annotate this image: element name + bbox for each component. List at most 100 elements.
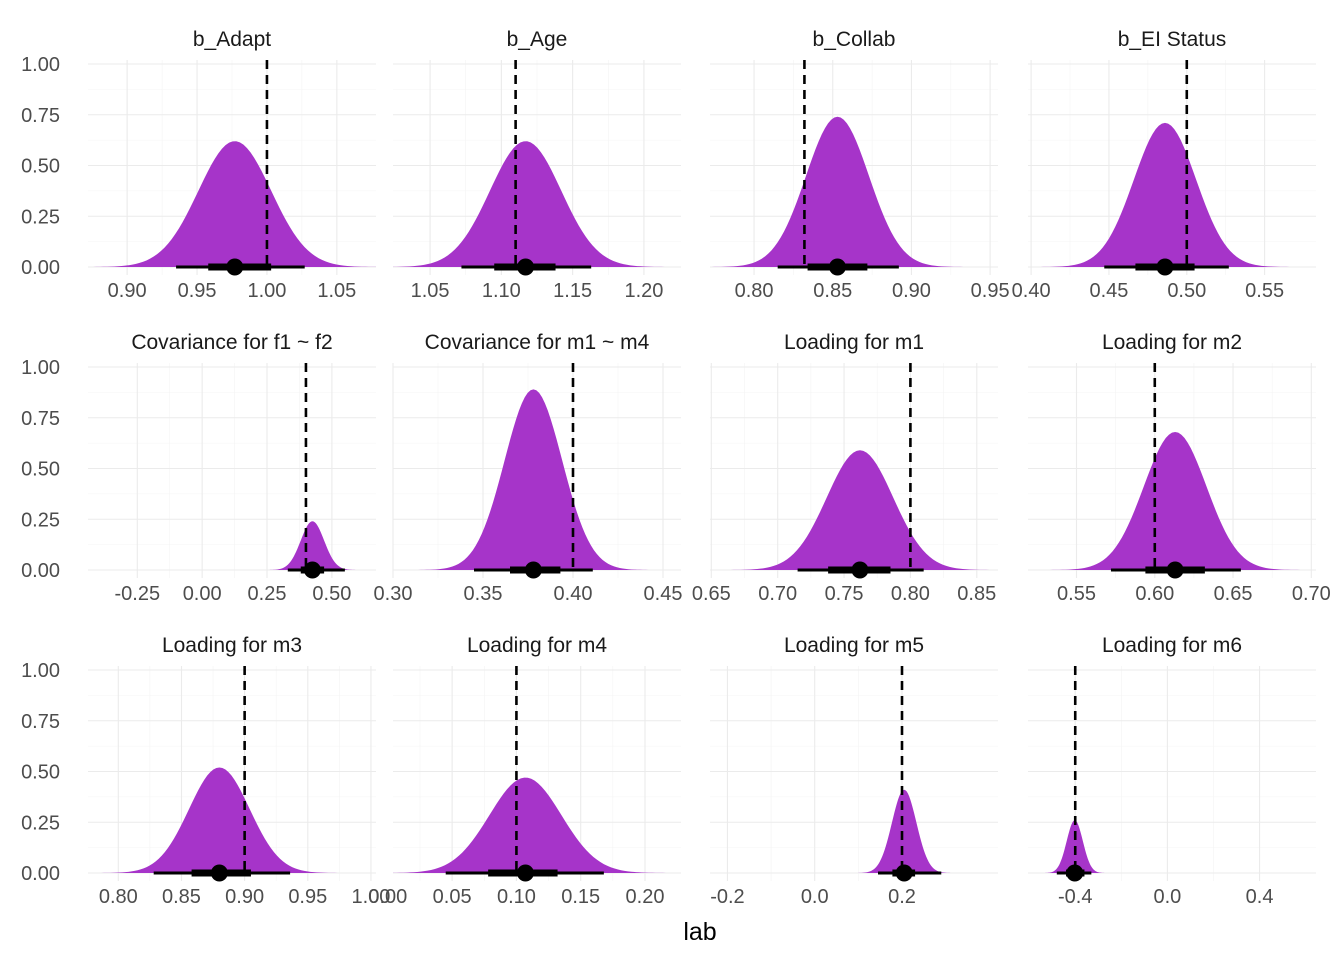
y-tick-label: 0.00 bbox=[21, 257, 60, 279]
x-tick-label: 0.00 bbox=[368, 886, 407, 908]
panel-title: Covariance for f1 ~ f2 bbox=[131, 331, 332, 354]
density-area bbox=[393, 141, 669, 267]
x-tick-label: -0.25 bbox=[115, 583, 161, 605]
density-area bbox=[89, 141, 377, 267]
panel-title: b_EI Status bbox=[1118, 28, 1227, 51]
point-estimate bbox=[226, 258, 244, 276]
panel-title: Loading for m3 bbox=[162, 634, 302, 657]
point-estimate bbox=[516, 864, 534, 882]
x-tick-label: 1.00 bbox=[351, 886, 390, 908]
panel-11: Loading for m5 -0.2 0.0 0.2 bbox=[710, 634, 998, 908]
panel-title: b_Collab bbox=[813, 28, 896, 51]
panel-3: b_Collab 0.80 0.85 0.90 0.95 bbox=[710, 28, 1010, 302]
y-tick-label: 0.75 bbox=[21, 105, 60, 127]
x-tick-label: 0.00 bbox=[183, 583, 222, 605]
x-tick-label: 0.40 bbox=[1012, 280, 1051, 302]
x-tick-label: 0.05 bbox=[433, 886, 472, 908]
y-tick-label: 0.00 bbox=[21, 560, 60, 582]
panel-1: b_Adapt 0.00 0.25 0.50 0.75 1.00 0.90 0.95 1.00 1… bbox=[21, 28, 377, 302]
x-tick-label: 0.70 bbox=[758, 583, 797, 605]
x-tick-label: 0.55 bbox=[1245, 280, 1284, 302]
panel-title: Loading for m6 bbox=[1102, 634, 1242, 657]
x-tick-label: 1.05 bbox=[411, 280, 450, 302]
panel-2: b_Age 1.05 1.10 1.15 1.20 bbox=[393, 28, 681, 302]
y-tick-label: 0.75 bbox=[21, 408, 60, 430]
panel-title: b_Age bbox=[507, 28, 568, 51]
point-estimate bbox=[1156, 258, 1174, 276]
x-tick-label: 0.70 bbox=[1292, 583, 1331, 605]
x-tick-label: 0.2 bbox=[888, 886, 916, 908]
density-area bbox=[727, 450, 993, 570]
density-area bbox=[1040, 122, 1290, 268]
panel-title: Loading for m2 bbox=[1102, 331, 1242, 354]
panel-9: Loading for m3 0.00 0.25 0.50 0.75 1.00 0.80 0.… bbox=[21, 634, 390, 908]
y-tick-label: 1.00 bbox=[21, 660, 60, 682]
panel-4: b_EI Status 0.40 0.45 0.50 0.55 bbox=[1012, 28, 1316, 302]
x-tick-label: 0.95 bbox=[178, 280, 217, 302]
panel-title: Loading for m5 bbox=[784, 634, 924, 657]
x-tick-label: 0.30 bbox=[374, 583, 413, 605]
panel-12: Loading for m6 -0.4 0.0 0.4 bbox=[1028, 634, 1316, 908]
x-tick-label: 0.40 bbox=[554, 583, 593, 605]
x-tick-label: 0.95 bbox=[288, 886, 327, 908]
point-estimate bbox=[1066, 864, 1084, 882]
x-tick-label: 0.0 bbox=[801, 886, 829, 908]
point-estimate bbox=[517, 258, 535, 276]
y-tick-label: 0.50 bbox=[21, 459, 60, 481]
density-area bbox=[418, 389, 649, 570]
density-area bbox=[265, 521, 360, 570]
x-tick-label: 0.10 bbox=[497, 886, 536, 908]
x-tick-label: 0.0 bbox=[1153, 886, 1181, 908]
panel-title: Loading for m1 bbox=[784, 331, 924, 354]
x-tick-label: 1.20 bbox=[624, 280, 663, 302]
x-tick-label: 0.55 bbox=[1057, 583, 1096, 605]
point-estimate bbox=[1166, 561, 1184, 579]
x-tick-label: 0.50 bbox=[1167, 280, 1206, 302]
panel-7: Loading for m1 0.65 0.70 0.75 0.80 0.85 bbox=[692, 331, 998, 605]
x-tick-label: 0.25 bbox=[248, 583, 287, 605]
x-axis-title: lab bbox=[683, 918, 716, 946]
x-tick-label: 0.80 bbox=[891, 583, 930, 605]
density-area bbox=[711, 116, 964, 267]
x-tick-label: 0.65 bbox=[1214, 583, 1253, 605]
panel-title: Loading for m4 bbox=[467, 634, 607, 657]
y-tick-label: 0.50 bbox=[21, 762, 60, 784]
x-tick-label: 0.75 bbox=[825, 583, 864, 605]
x-tick-label: -0.2 bbox=[710, 886, 744, 908]
point-estimate bbox=[828, 258, 846, 276]
x-tick-label: 0.95 bbox=[971, 280, 1010, 302]
x-tick-label: 1.05 bbox=[317, 280, 356, 302]
x-tick-label: 1.00 bbox=[247, 280, 286, 302]
y-tick-label: 0.00 bbox=[21, 863, 60, 885]
x-tick-label: 0.45 bbox=[1089, 280, 1128, 302]
panel-8: Loading for m2 0.55 0.60 0.65 0.70 bbox=[1028, 331, 1331, 605]
x-tick-label: 0.85 bbox=[957, 583, 996, 605]
y-tick-label: 0.75 bbox=[21, 711, 60, 733]
x-tick-label: 0.20 bbox=[626, 886, 665, 908]
x-tick-label: -0.4 bbox=[1058, 886, 1092, 908]
y-tick-label: 0.25 bbox=[21, 509, 60, 531]
x-tick-label: 0.45 bbox=[644, 583, 683, 605]
panel-title: Covariance for m1 ~ m4 bbox=[425, 331, 650, 354]
x-tick-label: 1.10 bbox=[482, 280, 521, 302]
x-tick-label: 0.60 bbox=[1135, 583, 1174, 605]
x-tick-label: 0.15 bbox=[561, 886, 600, 908]
x-tick-label: 0.50 bbox=[312, 583, 351, 605]
x-tick-label: 1.15 bbox=[553, 280, 592, 302]
x-tick-label: 0.65 bbox=[692, 583, 731, 605]
x-tick-label: 0.35 bbox=[464, 583, 503, 605]
y-tick-label: 0.50 bbox=[21, 156, 60, 178]
point-estimate bbox=[524, 561, 542, 579]
point-estimate bbox=[851, 561, 869, 579]
x-tick-label: 0.85 bbox=[162, 886, 201, 908]
x-tick-label: 0.80 bbox=[735, 280, 774, 302]
density-area bbox=[1049, 431, 1301, 570]
point-estimate bbox=[303, 561, 321, 579]
x-tick-label: 0.85 bbox=[813, 280, 852, 302]
y-tick-label: 1.00 bbox=[21, 54, 60, 76]
y-tick-label: 1.00 bbox=[21, 357, 60, 379]
point-estimate bbox=[210, 864, 228, 882]
x-tick-label: 0.4 bbox=[1246, 886, 1274, 908]
density-area bbox=[98, 767, 341, 873]
